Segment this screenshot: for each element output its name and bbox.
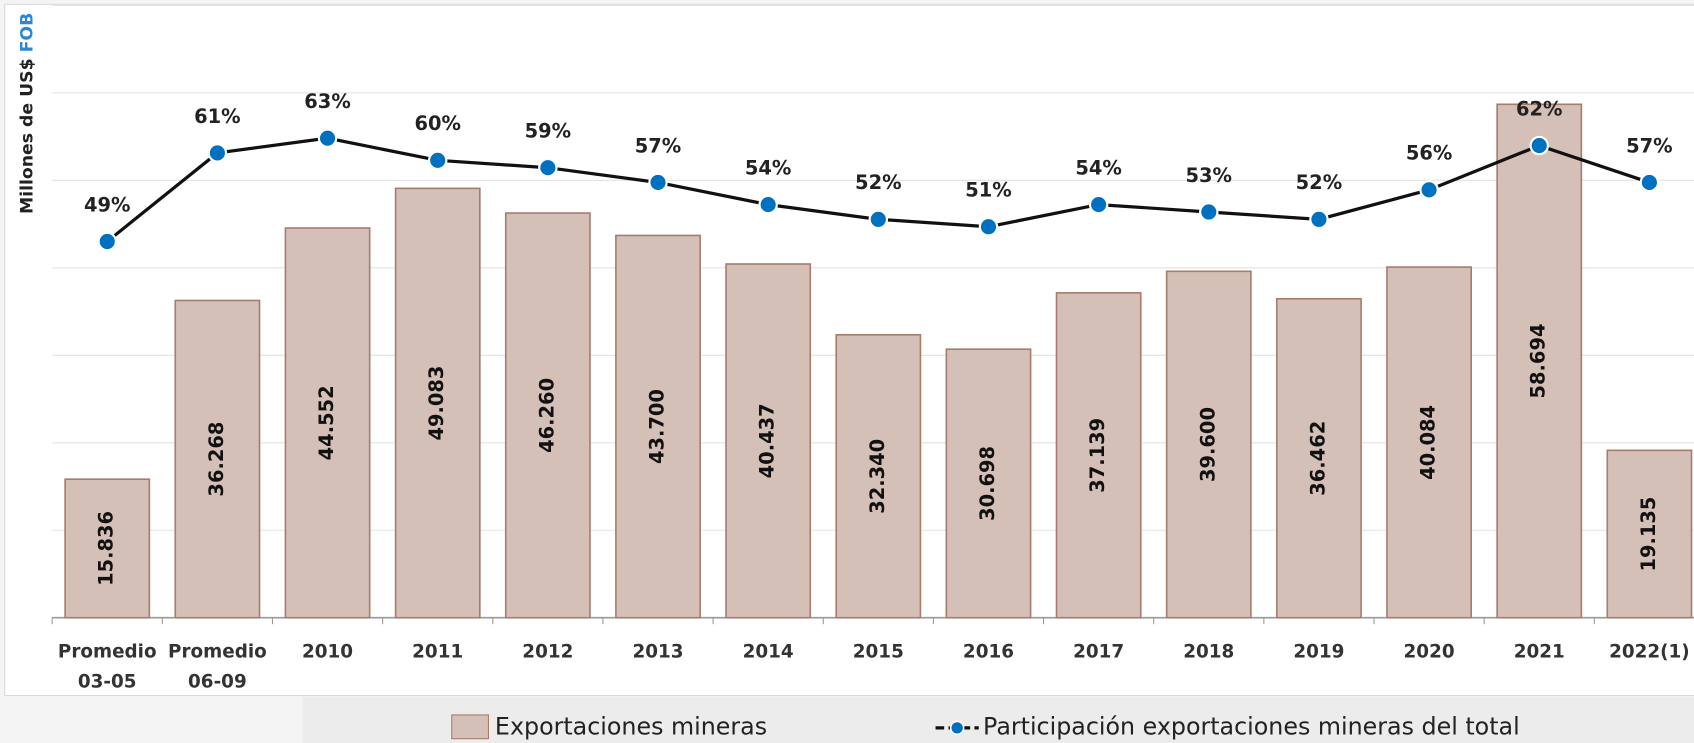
- bar: [64, 478, 151, 619]
- bar-value-label: 32.340: [866, 439, 889, 514]
- bar-value-label: 40.084: [1417, 405, 1440, 480]
- x-tick-label: Promedio 06-09: [168, 641, 267, 692]
- bar: [945, 348, 1032, 619]
- bar: [725, 263, 812, 619]
- x-tick-label: 2020: [1404, 641, 1455, 662]
- line-value-label: 56%: [1406, 142, 1453, 165]
- bar: [504, 212, 591, 619]
- bar: [394, 187, 481, 619]
- bar-value-label: 36.268: [205, 422, 228, 497]
- x-tick-label: 2011: [412, 641, 463, 662]
- line-point: [1199, 202, 1219, 222]
- line-value-label: 49%: [84, 193, 131, 216]
- bar-value-label: 46.260: [535, 378, 558, 453]
- bar-value-label: 36.462: [1306, 421, 1329, 496]
- line-point: [648, 172, 668, 193]
- x-tick-label: 2022(1): [1609, 641, 1690, 662]
- line-value-label: 57%: [1626, 134, 1673, 157]
- line-value-label: 52%: [1296, 171, 1343, 194]
- x-tick-label: 2021: [1514, 641, 1565, 662]
- bar: [174, 299, 261, 619]
- bar: [835, 334, 922, 619]
- line-point: [868, 209, 889, 230]
- line-value-label: 63%: [304, 90, 350, 113]
- line-value-label: 61%: [194, 105, 241, 128]
- legend-background: [302, 696, 1694, 743]
- bar-value-label: 30.698: [976, 446, 999, 521]
- x-tick-label: 2018: [1183, 641, 1234, 662]
- bar-value-label: 49.083: [425, 366, 448, 441]
- bar: [1276, 297, 1362, 619]
- bar-value-label: 37.139: [1086, 418, 1109, 493]
- bar: [1606, 449, 1693, 619]
- x-tick-label: 2017: [1073, 641, 1124, 662]
- line-point: [1088, 194, 1109, 215]
- line-value-label: 54%: [1075, 156, 1122, 179]
- x-tick-label: 2016: [963, 641, 1014, 662]
- bar: [1055, 292, 1142, 619]
- line-point: [538, 157, 558, 178]
- bar: [1386, 266, 1473, 619]
- bar: [615, 234, 701, 619]
- line-point: [978, 217, 999, 237]
- x-tick-label: 2014: [743, 641, 794, 662]
- line-value-label: 51%: [965, 179, 1011, 202]
- line-value-label: 62%: [1516, 97, 1563, 120]
- bar-value-label: 58.694: [1527, 324, 1550, 399]
- legend-label: Participación exportaciones mineras del …: [983, 712, 1520, 740]
- x-tick-label: 2012: [522, 641, 573, 662]
- line-point: [427, 150, 448, 171]
- bar: [284, 227, 371, 619]
- line-value-label: 52%: [855, 171, 902, 194]
- legend-label: Exportaciones mineras: [495, 712, 767, 740]
- bar-value-label: 43.700: [646, 389, 669, 464]
- y-axis-label-unit: FOB: [17, 13, 37, 53]
- line-point: [1529, 135, 1549, 156]
- line-value-label: 60%: [414, 112, 461, 135]
- bar-value-label: 15.836: [95, 511, 118, 586]
- line-point: [1419, 180, 1439, 200]
- bar-value-label: 40.437: [756, 403, 779, 478]
- line-point: [1639, 172, 1660, 193]
- bar: [1165, 270, 1252, 619]
- y-axis-label: Millones de US$ FOB: [17, 13, 37, 214]
- line-value-label: 53%: [1186, 164, 1233, 187]
- line-point: [317, 128, 338, 148]
- x-tick-label: 2015: [853, 641, 904, 662]
- x-tick-label: 2013: [632, 641, 683, 662]
- legend-swatch: [451, 714, 489, 740]
- line-point: [1309, 209, 1329, 230]
- bar: [1496, 103, 1583, 619]
- line-value-label: 57%: [635, 134, 682, 157]
- bar-value-label: 44.552: [315, 385, 338, 460]
- y-axis-label-text: Millones de US$: [17, 58, 37, 214]
- line-value-label: 59%: [525, 120, 572, 143]
- x-tick-label: Promedio 03-05: [58, 641, 157, 692]
- x-tick-label: 2019: [1293, 641, 1344, 662]
- bar-value-label: 19.135: [1637, 497, 1660, 572]
- line-point: [207, 143, 228, 163]
- line-point: [97, 231, 117, 252]
- line-point: [758, 194, 778, 215]
- x-tick-label: 2010: [302, 641, 353, 662]
- legend-marker: [949, 720, 965, 736]
- line-value-label: 54%: [745, 156, 792, 179]
- bar-value-label: 39.600: [1196, 407, 1219, 482]
